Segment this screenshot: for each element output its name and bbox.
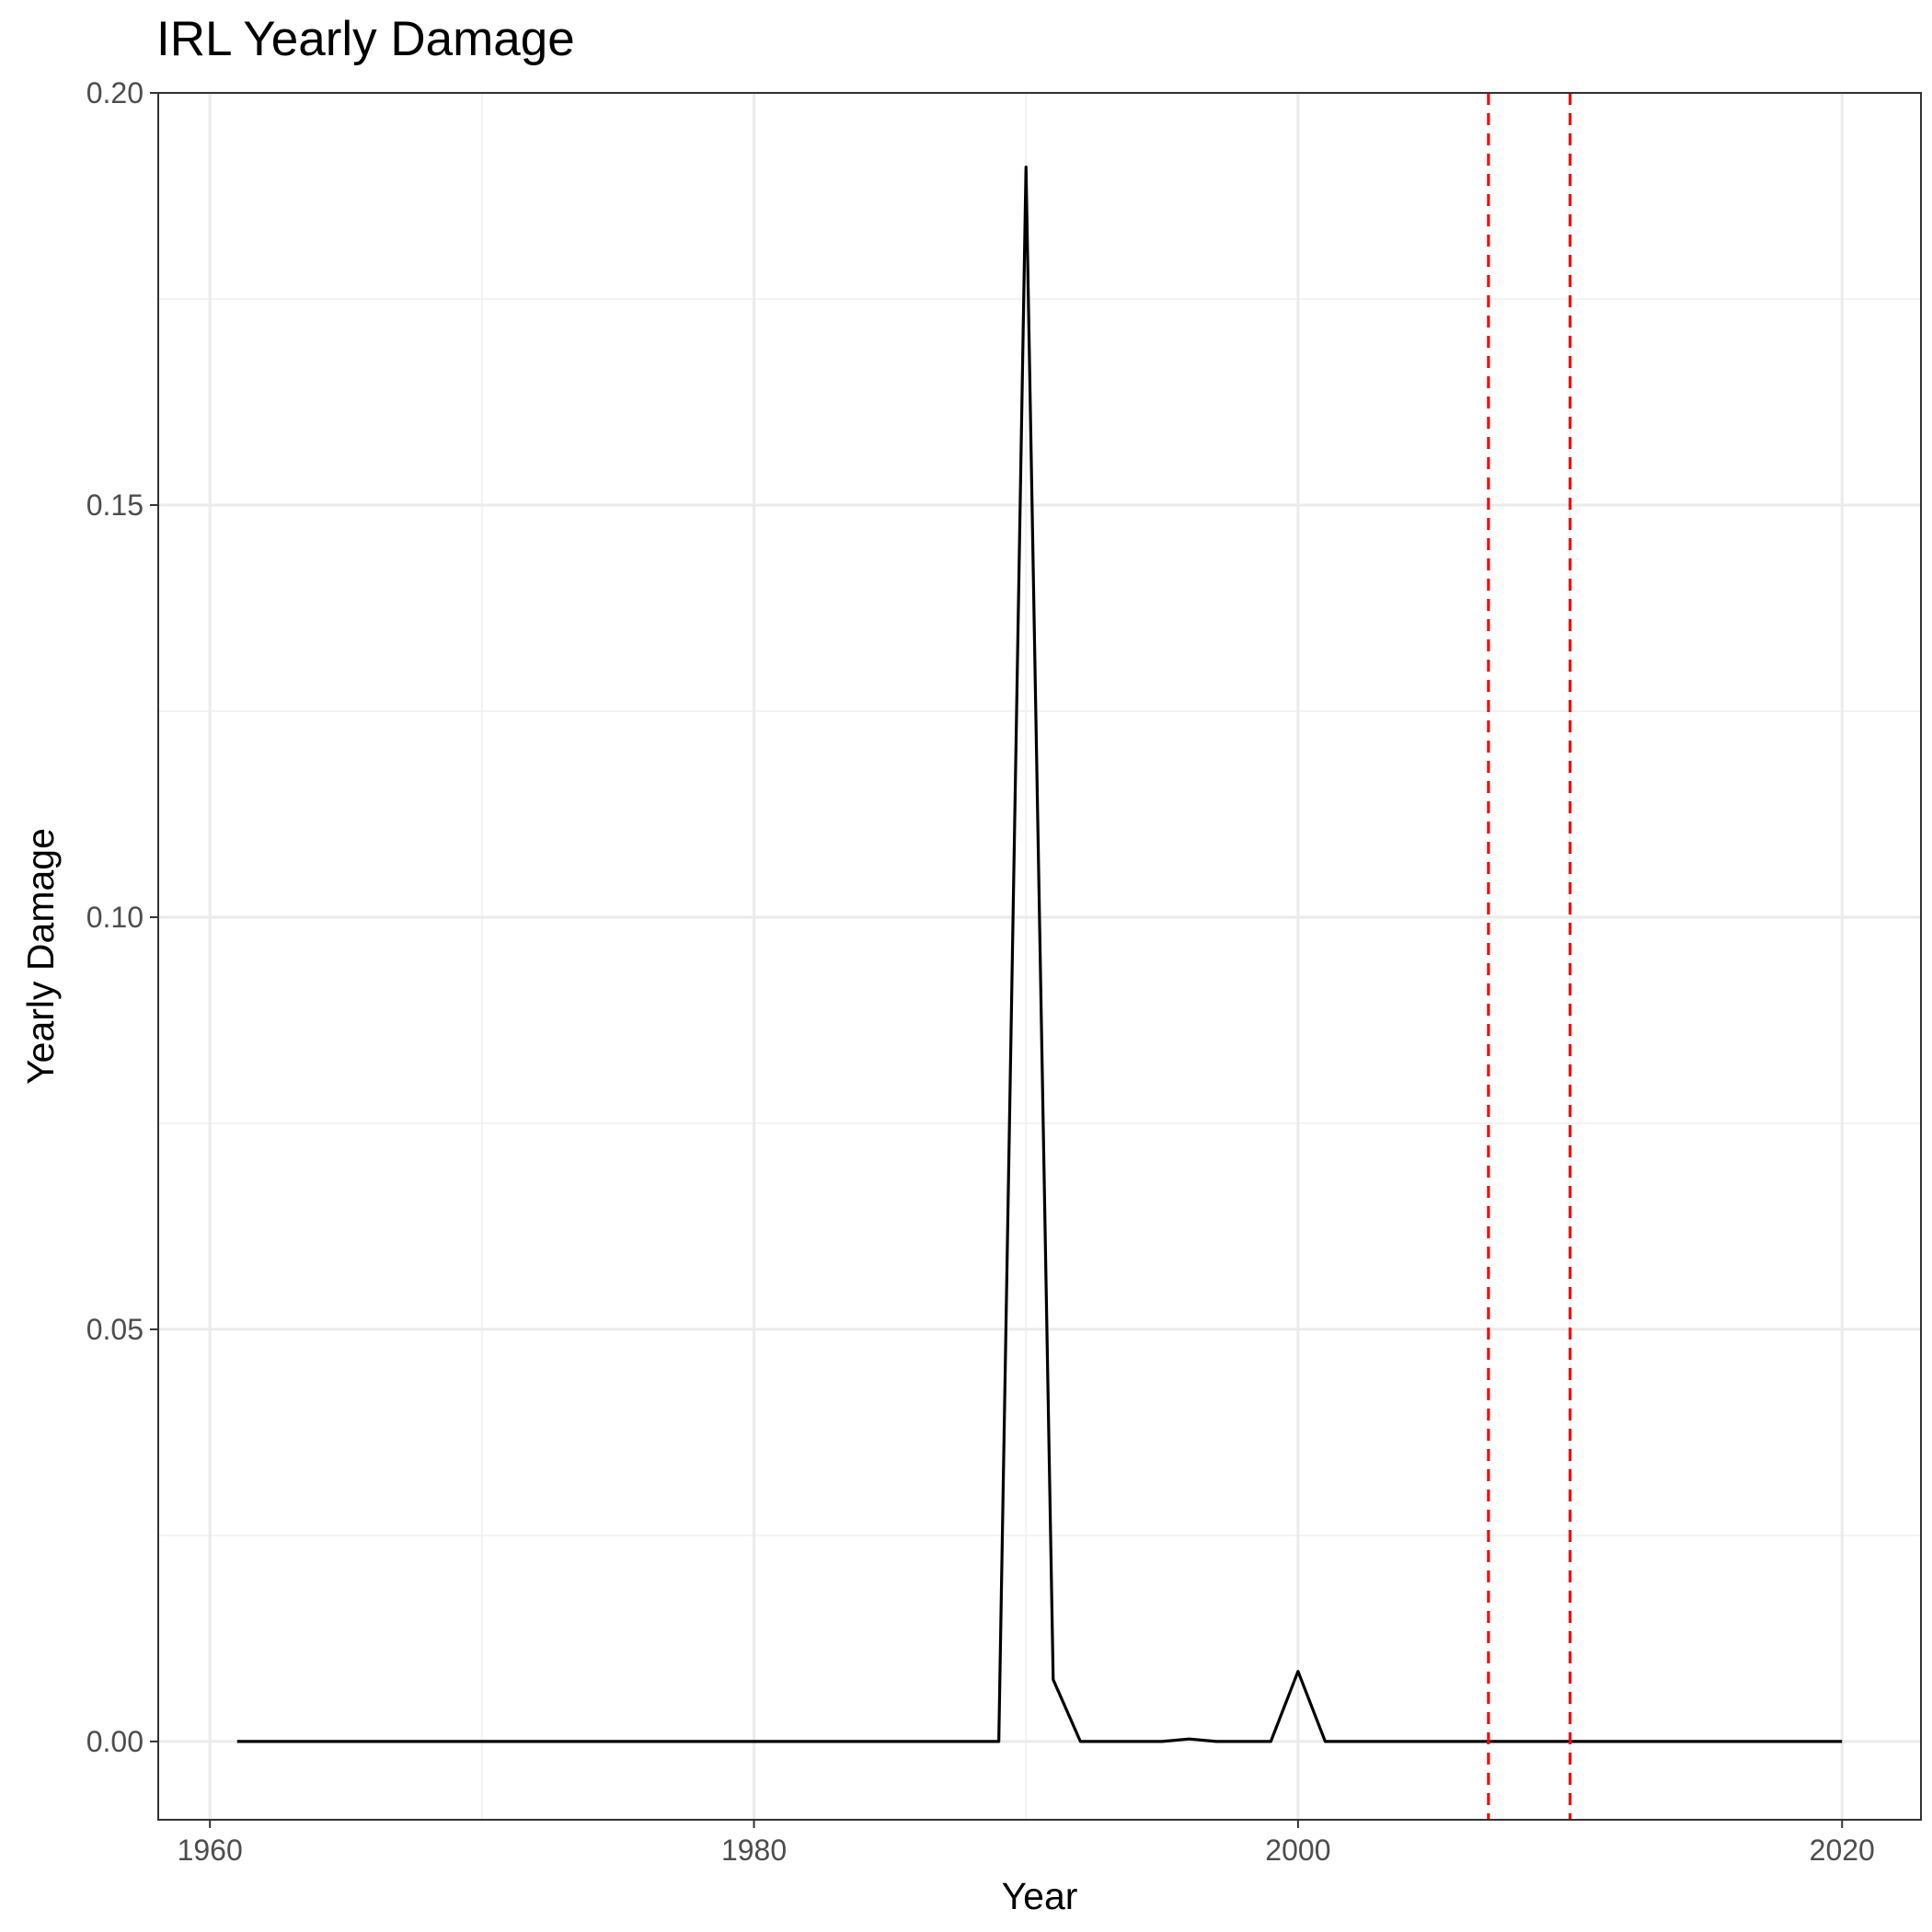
x-tick-label: 2020 <box>1810 1834 1875 1867</box>
panel-border <box>157 92 1922 1821</box>
y-tick-label: 0.00 <box>86 1725 144 1758</box>
y-tick-label: 0.15 <box>86 489 144 522</box>
y-tick-label: 0.10 <box>86 901 144 934</box>
x-tick-label: 1980 <box>721 1834 787 1867</box>
y-axis-title: Yearly Damage <box>19 828 62 1085</box>
x-tick-label: 1960 <box>178 1834 243 1867</box>
y-tick-label: 0.20 <box>86 76 144 109</box>
series-layer <box>236 166 1843 1743</box>
x-axis-title: Year <box>1002 1875 1078 1917</box>
axes: 1960 1980 2000 2020 0.00 0.05 0.10 0.15 0.20 <box>86 76 1875 1867</box>
series-line <box>236 166 1843 1743</box>
x-tick-label: 2000 <box>1265 1834 1330 1867</box>
chart-title: IRL Yearly Damage <box>156 12 575 66</box>
y-tick-label: 0.05 <box>86 1313 144 1346</box>
reference-lines <box>1487 93 1572 1820</box>
